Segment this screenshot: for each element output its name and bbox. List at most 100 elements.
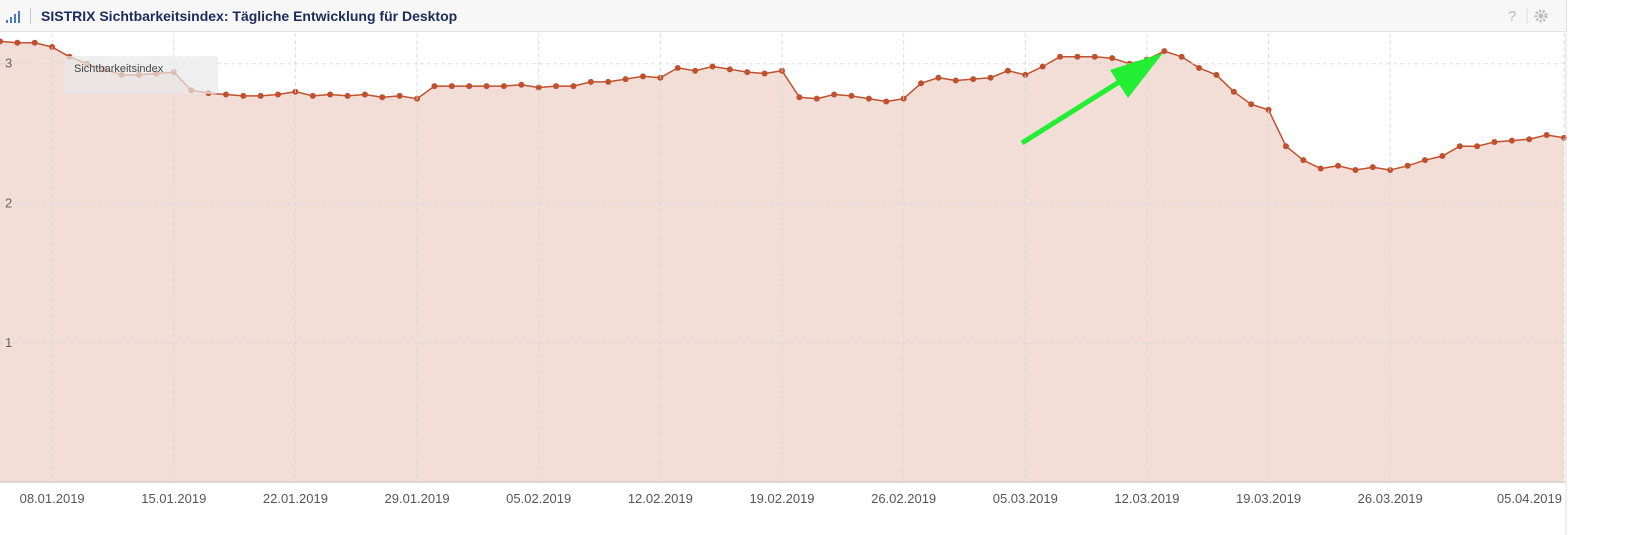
x-tick-label: 12.02.2019 xyxy=(628,491,693,506)
point xyxy=(1421,157,1428,164)
point xyxy=(796,94,803,101)
point xyxy=(1508,137,1515,144)
chart-icon xyxy=(6,11,20,23)
toolbar: ? xyxy=(1508,8,1548,25)
point xyxy=(744,69,751,76)
point xyxy=(987,74,994,81)
point xyxy=(379,94,386,101)
point xyxy=(1230,88,1237,95)
point xyxy=(1404,162,1411,169)
point xyxy=(31,39,38,46)
x-tick-label: 22.01.2019 xyxy=(263,491,328,506)
point xyxy=(1039,63,1046,70)
point xyxy=(813,95,820,102)
x-tick-label: 05.02.2019 xyxy=(506,491,571,506)
point xyxy=(1456,143,1463,150)
x-tick-label: 15.01.2019 xyxy=(141,491,206,506)
point xyxy=(14,39,21,46)
point xyxy=(466,83,473,90)
point xyxy=(1161,48,1168,55)
point xyxy=(726,66,733,73)
point xyxy=(865,95,872,102)
point xyxy=(448,83,455,90)
point xyxy=(431,83,438,90)
point xyxy=(918,80,925,87)
point xyxy=(1474,143,1481,150)
legend-box xyxy=(64,56,218,94)
point xyxy=(500,83,507,90)
point xyxy=(535,84,542,91)
point xyxy=(518,81,525,88)
point xyxy=(674,64,681,71)
chart-title: SISTRIX Sichtbarkeitsindex: Tägliche Ent… xyxy=(41,8,458,24)
help-icon[interactable]: ? xyxy=(1508,8,1516,25)
point xyxy=(1491,139,1498,146)
point xyxy=(553,83,560,90)
point xyxy=(1057,53,1064,60)
point xyxy=(1196,64,1203,71)
point xyxy=(1352,166,1359,173)
legend-label: Sichtbarkeitsindex xyxy=(74,63,164,75)
point xyxy=(1300,157,1307,164)
y-tick-label: 3 xyxy=(5,56,12,71)
point xyxy=(570,83,577,90)
point xyxy=(1248,101,1255,108)
point xyxy=(1335,162,1342,169)
point xyxy=(970,76,977,83)
x-tick-label: 26.02.2019 xyxy=(871,491,936,506)
point xyxy=(831,91,838,98)
point xyxy=(1282,143,1289,150)
point xyxy=(935,74,942,81)
point xyxy=(1369,164,1376,171)
point xyxy=(257,92,264,99)
point xyxy=(952,77,959,84)
x-tick-label: 19.02.2019 xyxy=(749,491,814,506)
x-tick-label: 12.03.2019 xyxy=(1114,491,1179,506)
grid xyxy=(0,33,1566,483)
point xyxy=(605,78,612,85)
point xyxy=(275,91,282,98)
y-tick-label: 1 xyxy=(5,335,12,350)
point xyxy=(327,91,334,98)
y-tick-label: 2 xyxy=(5,195,12,210)
point xyxy=(361,91,368,98)
x-tick-label: 26.03.2019 xyxy=(1358,491,1423,506)
point xyxy=(587,78,594,85)
point xyxy=(1109,55,1116,62)
point xyxy=(883,98,890,105)
point xyxy=(639,73,646,80)
x-tick-label: 05.04.2019 xyxy=(1497,491,1562,506)
point xyxy=(761,70,768,77)
point xyxy=(222,91,229,98)
point xyxy=(483,83,490,90)
point xyxy=(1178,53,1185,60)
x-tick-label: 19.03.2019 xyxy=(1236,491,1301,506)
point xyxy=(1004,67,1011,74)
point xyxy=(49,43,56,50)
point xyxy=(0,38,3,45)
point xyxy=(1213,71,1220,78)
settings-icon[interactable] xyxy=(1534,9,1548,23)
point xyxy=(1265,106,1272,113)
point xyxy=(1074,53,1081,60)
point xyxy=(396,92,403,99)
area xyxy=(0,41,1564,484)
point xyxy=(344,92,351,99)
x-tick-label: 08.01.2019 xyxy=(20,491,85,506)
point xyxy=(622,76,629,83)
point xyxy=(1439,152,1446,159)
x-tick-label: 29.01.2019 xyxy=(385,491,450,506)
x-tick-label: 05.03.2019 xyxy=(993,491,1058,506)
point xyxy=(1543,132,1550,139)
point xyxy=(240,92,247,99)
point xyxy=(1317,165,1324,172)
point xyxy=(692,67,699,74)
point xyxy=(1526,136,1533,143)
point xyxy=(848,92,855,99)
point xyxy=(1091,53,1098,60)
point xyxy=(309,92,316,99)
header: SISTRIX Sichtbarkeitsindex: Tägliche Ent… xyxy=(0,0,1567,32)
point xyxy=(709,63,716,70)
